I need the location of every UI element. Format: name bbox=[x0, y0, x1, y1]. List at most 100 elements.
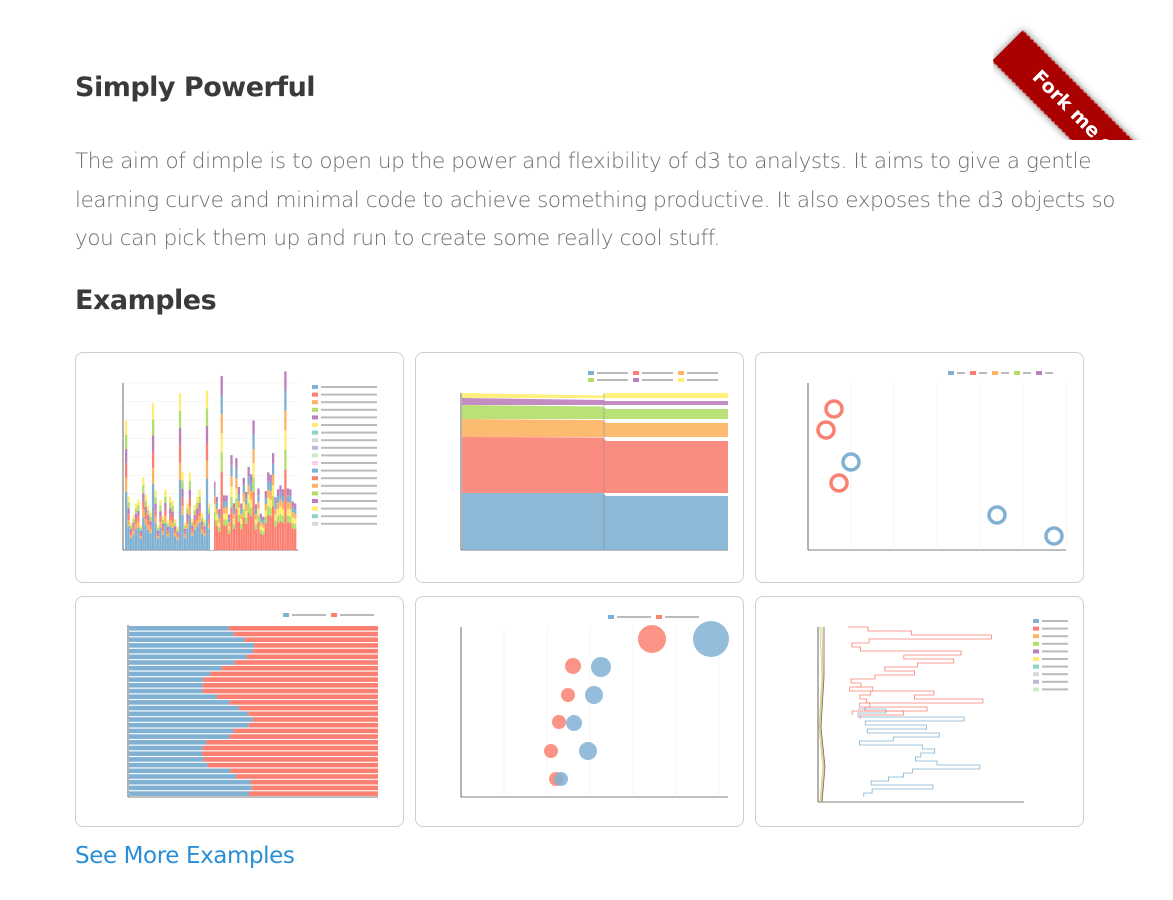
bar-segment bbox=[235, 458, 238, 469]
bar-segment bbox=[154, 497, 157, 504]
bar-segment bbox=[147, 520, 150, 525]
bar-segment bbox=[125, 491, 128, 550]
bar-segment bbox=[235, 774, 378, 779]
bar-segment bbox=[223, 519, 226, 526]
legend-swatch bbox=[608, 615, 614, 619]
bar-segment bbox=[264, 497, 267, 505]
bar-segment bbox=[178, 462, 182, 480]
legend-swatch bbox=[312, 491, 318, 496]
legend-swatch bbox=[588, 378, 594, 382]
bar-segment bbox=[129, 705, 240, 711]
bar-segment bbox=[213, 489, 216, 497]
bar-segment bbox=[294, 508, 297, 514]
bar-segment bbox=[129, 762, 208, 768]
bar-segment bbox=[156, 533, 160, 537]
see-more-examples-link[interactable]: See More Examples bbox=[75, 843, 295, 869]
bar-segment bbox=[127, 508, 130, 515]
bar-segment bbox=[156, 538, 160, 550]
bar-segment bbox=[205, 443, 209, 461]
bar-segment bbox=[267, 515, 270, 550]
bar-segment bbox=[232, 513, 236, 519]
bar-segment bbox=[129, 791, 250, 796]
legend-text-placeholder bbox=[979, 372, 987, 374]
group-gap bbox=[210, 383, 214, 550]
bar-segment bbox=[134, 513, 138, 519]
bar-segment bbox=[183, 534, 187, 538]
legend-text-placeholder bbox=[1042, 658, 1068, 660]
bar-segment bbox=[251, 785, 378, 791]
bar-segment bbox=[291, 517, 294, 523]
area-example-thumbnail[interactable] bbox=[415, 352, 744, 583]
bar-segment bbox=[227, 530, 231, 534]
bar-segment bbox=[272, 474, 275, 486]
bar-segment bbox=[259, 529, 263, 534]
bar-segment bbox=[178, 428, 182, 446]
legend-text-placeholder bbox=[321, 462, 377, 464]
bar-segment bbox=[220, 433, 223, 453]
legend-text-placeholder bbox=[597, 379, 628, 381]
bar-segment bbox=[281, 502, 285, 510]
bar-segment bbox=[174, 532, 177, 537]
bar-segment bbox=[176, 539, 179, 550]
bar-segment bbox=[286, 501, 289, 509]
legend-swatch bbox=[1033, 687, 1039, 692]
bar-segment bbox=[200, 513, 204, 518]
ring-example-thumbnail[interactable] bbox=[755, 352, 1084, 583]
bubble-mark bbox=[693, 621, 729, 657]
bar-segment bbox=[207, 762, 378, 768]
bar-segment bbox=[159, 522, 162, 528]
bar-segment bbox=[269, 499, 272, 508]
bar-segment bbox=[234, 660, 378, 665]
bar-segment bbox=[132, 534, 135, 550]
bar-segment bbox=[129, 660, 235, 665]
bar-segment bbox=[171, 517, 174, 523]
bar-segment bbox=[284, 469, 287, 550]
bar-segment bbox=[193, 524, 196, 530]
bar-segment bbox=[269, 482, 272, 492]
bar-segment bbox=[129, 528, 133, 532]
bar-segment bbox=[171, 522, 174, 528]
bar-segment bbox=[129, 728, 234, 734]
bar-segment bbox=[129, 654, 247, 660]
legend-text-placeholder bbox=[321, 393, 377, 396]
bubble-example-thumbnail[interactable] bbox=[415, 596, 744, 827]
bar-segment bbox=[227, 518, 231, 523]
bar-segment bbox=[151, 451, 155, 468]
bar-segment bbox=[129, 534, 133, 538]
bubble-mark bbox=[579, 742, 597, 760]
bar-segment bbox=[220, 414, 223, 434]
stacked-bar-example-thumbnail[interactable] bbox=[75, 352, 404, 583]
bar-segment bbox=[200, 521, 204, 526]
bar-segment bbox=[230, 496, 233, 508]
legend-text-placeholder bbox=[321, 515, 377, 518]
bar-segment bbox=[289, 522, 292, 550]
bar-segment bbox=[183, 528, 187, 532]
bar-segment bbox=[208, 518, 211, 524]
legend-swatch bbox=[948, 371, 954, 375]
bar-segment bbox=[220, 395, 223, 415]
legend-text-placeholder bbox=[321, 522, 377, 525]
fork-me-ribbon[interactable]: Fork me on GitHub bbox=[993, 30, 1173, 140]
bar-segment bbox=[267, 480, 270, 490]
bar-segment bbox=[174, 529, 177, 533]
horizontal-bar-example-thumbnail[interactable] bbox=[75, 596, 404, 827]
bar-segment bbox=[176, 532, 179, 535]
bar-segment bbox=[203, 519, 206, 524]
bar-segment bbox=[132, 526, 135, 531]
bar-segment bbox=[142, 493, 145, 502]
area-layer bbox=[462, 437, 728, 493]
bar-segment bbox=[264, 523, 267, 550]
bar-segment bbox=[144, 525, 147, 550]
bar-segment bbox=[125, 463, 128, 478]
bar-segment bbox=[227, 522, 231, 527]
legend-text-placeholder bbox=[321, 424, 377, 426]
bar-segment bbox=[176, 537, 179, 540]
step-line-example-thumbnail[interactable] bbox=[755, 596, 1084, 827]
bar-segment bbox=[129, 774, 236, 779]
bar-segment bbox=[254, 524, 258, 530]
bar-segment bbox=[196, 520, 199, 527]
area-layer bbox=[462, 393, 728, 398]
bar-segment bbox=[129, 785, 252, 791]
bar-segment bbox=[257, 508, 260, 516]
bar-segment bbox=[178, 393, 182, 411]
